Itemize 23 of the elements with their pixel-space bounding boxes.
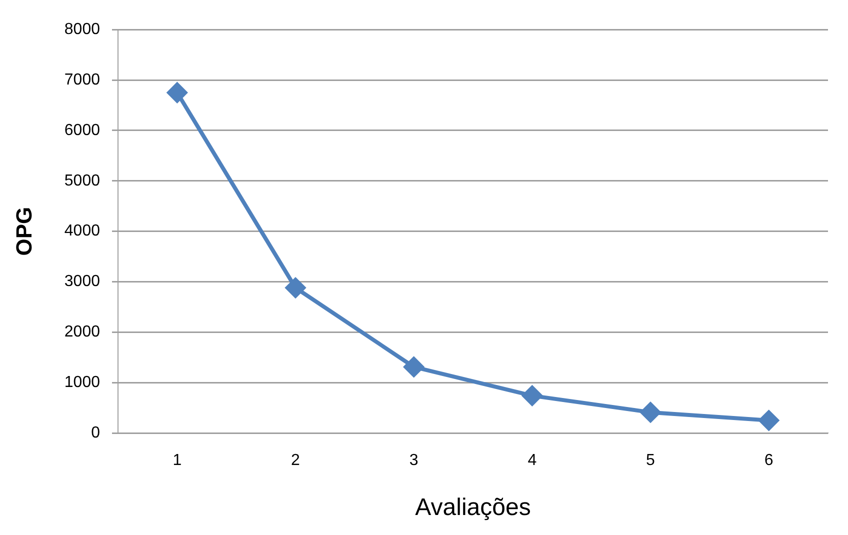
y-axis-title: OPG — [11, 206, 36, 256]
point — [758, 410, 779, 430]
y-tick-label: 6000 — [64, 122, 100, 139]
y-tick-label: 3000 — [64, 273, 100, 290]
x-tick-label: 1 — [172, 452, 182, 470]
point — [404, 356, 424, 377]
y-tick-label: 5000 — [64, 172, 100, 190]
point — [640, 402, 660, 422]
x-tick-label: 5 — [646, 452, 656, 470]
point — [167, 82, 188, 103]
x-axis-title: Avaliações — [415, 494, 531, 522]
x-tick-label: 2 — [291, 452, 300, 470]
y-tick-label: 4000 — [64, 222, 100, 240]
y-tick-label: 1000 — [64, 374, 100, 391]
y-tick-label: 0 — [91, 424, 100, 442]
point — [522, 386, 542, 406]
y-tick-label: 2000 — [64, 324, 100, 341]
point — [285, 278, 306, 298]
x-tick-label: 3 — [409, 452, 418, 470]
x-tick-label: 6 — [764, 452, 774, 470]
y-tick-label: 7000 — [64, 71, 100, 88]
y-tick-label: 8000 — [64, 21, 100, 38]
x-tick-label: 4 — [528, 452, 537, 470]
